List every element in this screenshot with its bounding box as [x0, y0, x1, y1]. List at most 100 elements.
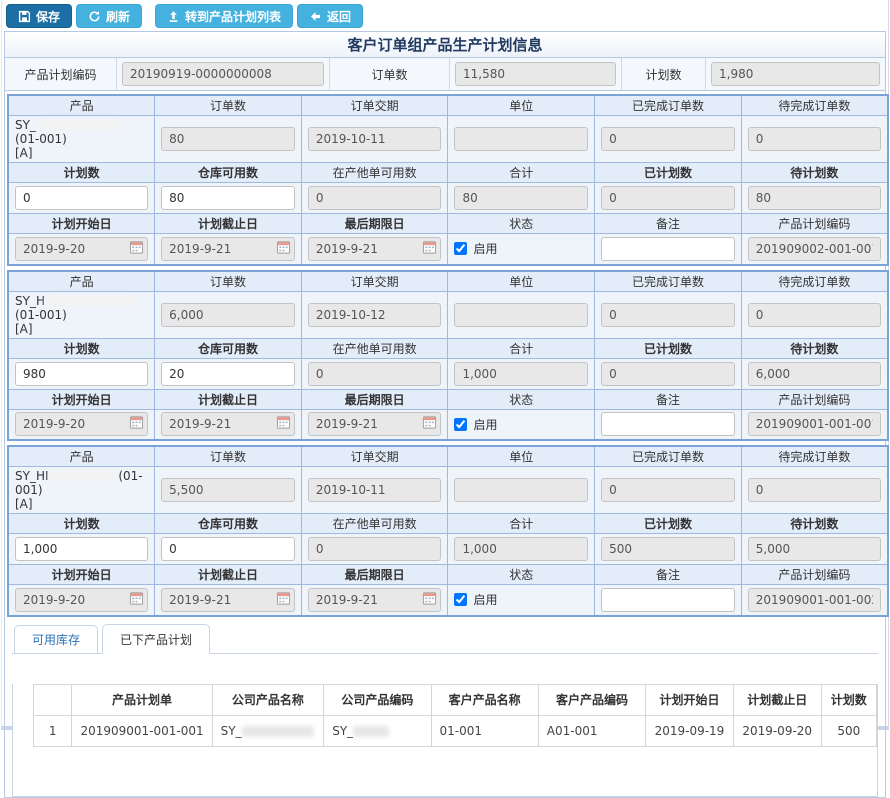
enabled-checkbox-input[interactable]	[454, 593, 468, 607]
plan-start-datepicker[interactable]: 2019-9-20	[15, 412, 149, 437]
plan-end-datepicker[interactable]: 2019-9-21	[161, 236, 295, 261]
calendar-icon	[129, 415, 144, 433]
plan-block-2: 产品 订单数 订单交期 单位 已完成订单数 待完成订单数 SY_H (01-00…	[7, 269, 889, 441]
plan-start-datepicker[interactable]: 2019-9-20	[15, 236, 149, 261]
enabled-checkbox-input[interactable]	[454, 242, 468, 256]
plan-qty-input[interactable]	[15, 361, 149, 386]
col-header-customer-product-name: 客户产品名称	[430, 683, 539, 716]
remark-input[interactable]	[601, 587, 735, 612]
page-title: 客户订单组产品生产计划信息	[5, 32, 885, 58]
header-product: 产品	[7, 94, 156, 116]
header-deadline: 最后期限日	[300, 213, 449, 234]
header-completed-orders: 已完成订单数	[594, 94, 742, 116]
save-button[interactable]: 保存	[6, 4, 73, 28]
plan-start-datepicker[interactable]: 2019-9-20	[15, 587, 149, 612]
product-prefix: SY_H	[15, 293, 45, 308]
header-pending-orders: 待完成订单数	[740, 94, 889, 116]
date-value: 2019-9-20	[23, 417, 86, 432]
deadline-datepicker[interactable]: 2019-9-21	[307, 412, 442, 437]
row-company-product-code: SY_	[323, 714, 432, 747]
goto-plan-list-button[interactable]: 转到产品计划列表	[155, 4, 294, 28]
tab-placed-product-plans[interactable]: 已下产品计划	[102, 623, 211, 654]
product-tag: [A]	[15, 321, 33, 336]
order-qty-input	[161, 478, 295, 502]
toolbar: 保存 刷新 转到产品计划列表 返回	[2, 0, 888, 31]
completed-orders-input	[601, 127, 735, 151]
summary-row: 产品计划编码 订单数 计划数	[5, 58, 885, 91]
summary-order-qty-label: 订单数	[330, 58, 450, 90]
back-button[interactable]: 返回	[297, 4, 364, 28]
calendar-icon	[422, 415, 437, 433]
company-product-prefix: SY_	[220, 723, 242, 738]
header-status: 状态	[447, 564, 596, 585]
enabled-label: 启用	[473, 593, 498, 608]
refresh-button[interactable]: 刷新	[76, 4, 143, 28]
go-to-list-icon	[167, 10, 180, 23]
header-warehouse-avail: 仓库可用数	[154, 337, 302, 359]
plan-qty-input[interactable]	[15, 186, 149, 210]
unplanned-qty-input	[747, 537, 881, 561]
header-plan-qty: 计划数	[7, 337, 156, 359]
plan-end-datepicker[interactable]: 2019-9-21	[161, 587, 295, 612]
header-warehouse-avail: 仓库可用数	[154, 513, 302, 534]
remark-input[interactable]	[601, 412, 735, 437]
warehouse-avail-input[interactable]	[161, 186, 295, 210]
header-plan-end: 计划截止日	[154, 564, 302, 585]
completed-orders-input	[601, 302, 735, 327]
header-plan-qty: 计划数	[7, 162, 156, 183]
goto-plan-list-label: 转到产品计划列表	[185, 9, 282, 24]
enabled-label: 启用	[473, 417, 498, 432]
product-tag: [A]	[15, 146, 33, 160]
header-warehouse-avail: 仓库可用数	[154, 162, 302, 183]
total-input	[454, 186, 589, 210]
header-planned-qty: 已计划数	[594, 513, 742, 534]
header-plan-end: 计划截止日	[154, 213, 302, 234]
warehouse-avail-input[interactable]	[161, 537, 295, 561]
deadline-datepicker[interactable]: 2019-9-21	[307, 236, 442, 261]
product-name-cell: SY_HI (01-001) [A]	[7, 466, 156, 514]
header-plan-start: 计划开始日	[7, 213, 156, 234]
header-status: 状态	[447, 388, 596, 410]
calendar-icon	[129, 240, 144, 258]
summary-plan-code-input	[122, 62, 324, 86]
col-header-plan-qty: 计划数	[820, 683, 878, 716]
calendar-icon	[422, 591, 437, 609]
summary-plan-code-field	[117, 58, 330, 90]
table-header-row: 产品计划单 公司产品名称 公司产品编码 客户产品名称 客户产品编码 计划开始日 …	[32, 683, 878, 716]
summary-plan-qty-field	[706, 58, 885, 90]
status-enabled-checkbox[interactable]: 启用	[454, 416, 588, 433]
summary-order-qty-input	[455, 62, 616, 86]
redacted-text	[44, 295, 137, 307]
plan-qty-input[interactable]	[15, 537, 149, 561]
enabled-checkbox-input[interactable]	[454, 417, 468, 431]
row-plan-no: 201909001-001-001	[71, 714, 213, 747]
unit-input	[454, 302, 589, 327]
header-product: 产品	[7, 445, 156, 467]
status-enabled-checkbox[interactable]: 启用	[454, 591, 588, 608]
product-name-cell: SY_H (01-001) [A]	[7, 290, 156, 339]
header-status: 状态	[447, 213, 596, 234]
plan-end-datepicker[interactable]: 2019-9-21	[161, 412, 295, 437]
header-order-due: 订单交期	[300, 94, 449, 116]
date-value: 2019-9-21	[169, 592, 232, 607]
calendar-icon	[276, 591, 291, 609]
warehouse-avail-input[interactable]	[161, 361, 295, 386]
date-value: 2019-9-21	[169, 417, 232, 432]
unit-input	[454, 478, 589, 502]
save-label: 保存	[36, 9, 61, 24]
header-other-wip-avail: 在产他单可用数	[300, 513, 449, 534]
row-plan-end: 2019-09-20	[732, 714, 822, 747]
col-header-plan-start: 计划开始日	[645, 683, 734, 716]
main-panel: 客户订单组产品生产计划信息 产品计划编码 订单数 计划数 产品 订单数 订单交期…	[4, 31, 889, 798]
tab-available-inventory[interactable]: 可用库存	[14, 624, 99, 653]
summary-order-qty-field	[450, 58, 622, 90]
header-order-due: 订单交期	[300, 445, 449, 467]
order-qty-input	[161, 302, 295, 327]
header-total: 合计	[447, 337, 596, 359]
header-completed-orders: 已完成订单数	[594, 445, 742, 467]
status-enabled-checkbox[interactable]: 启用	[454, 240, 588, 257]
remark-input[interactable]	[601, 236, 735, 261]
plan-code-input	[747, 236, 881, 261]
deadline-datepicker[interactable]: 2019-9-21	[307, 587, 442, 612]
header-plan-code: 产品计划编码	[740, 564, 889, 585]
